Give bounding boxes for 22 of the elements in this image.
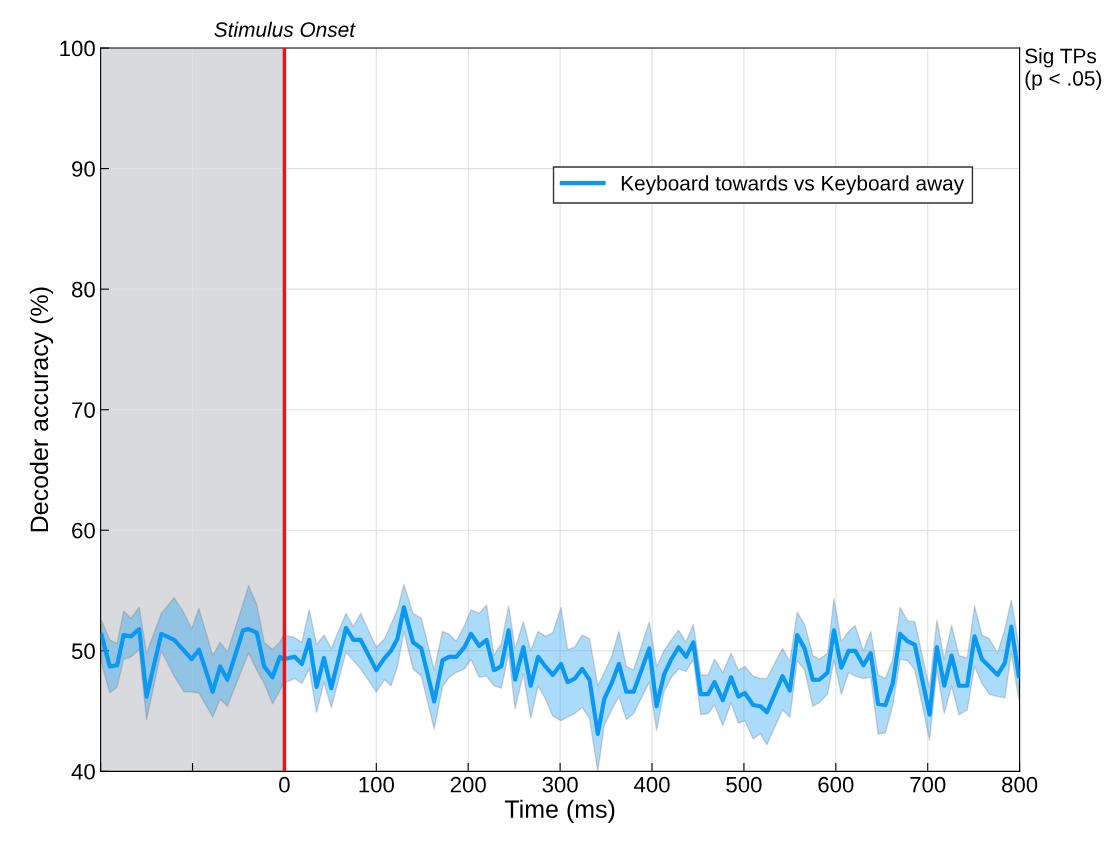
y-tick-label: 90 xyxy=(72,161,95,177)
text: Sig TPs (p < .05) xyxy=(1025,48,1102,90)
x-tick-label: 600 xyxy=(818,776,854,793)
ref-line-label: Stimulus Onset xyxy=(214,21,356,37)
x-tick-label: 800 xyxy=(1002,776,1038,793)
x-tick-label: 100 xyxy=(359,776,394,793)
y-axis-title: Decoder accuracy (%) xyxy=(29,287,54,532)
legend-label: Keyboard towards vs Keyboard away xyxy=(621,175,965,195)
y-tick-label: 40 xyxy=(71,763,95,780)
x-tick-label: 500 xyxy=(726,776,762,793)
x-axis-title: Time (ms) xyxy=(504,799,615,823)
x-tick-label: 300 xyxy=(542,776,578,793)
line-series xyxy=(100,605,1020,737)
y-tick-label: 100 xyxy=(60,40,95,57)
y-tick-label: 80 xyxy=(72,281,95,298)
x-tick-label: 0 xyxy=(279,776,290,793)
x-tick-label: 200 xyxy=(450,776,486,793)
x-tick-label: 700 xyxy=(910,776,946,793)
y-tick-label: 50 xyxy=(71,643,95,660)
y-tick-label: 70 xyxy=(72,402,95,418)
y-tick-label: 60 xyxy=(72,522,95,539)
x-tick-label: 400 xyxy=(633,776,670,793)
